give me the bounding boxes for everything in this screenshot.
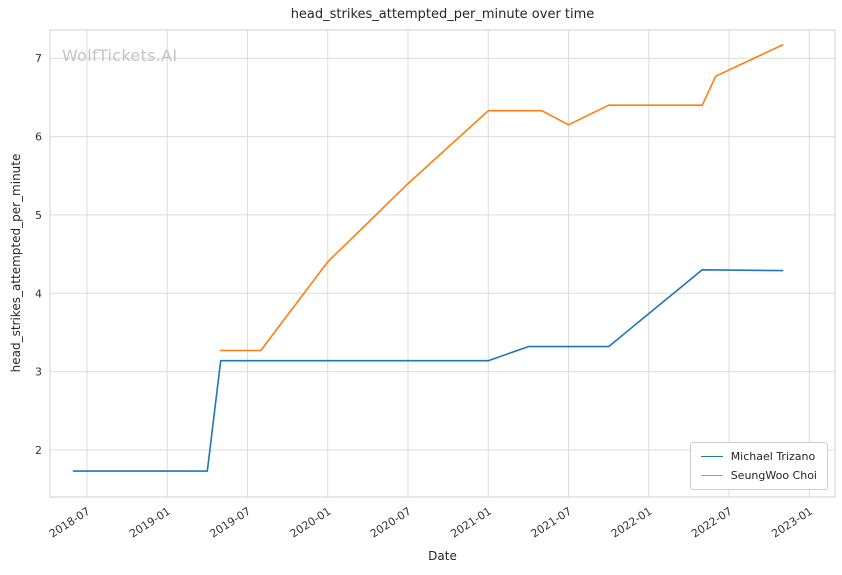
legend-entry: SeungWoo Choi [700,469,817,482]
svg-text:7: 7 [35,52,42,65]
svg-text:2018-07: 2018-07 [47,505,93,541]
svg-text:2020-07: 2020-07 [368,505,414,541]
x-tick-labels: 2018-07 2019-01 2019-07 2020-01 2020-07 2021-… [47,505,815,541]
svg-text:2022-01: 2022-01 [609,505,655,541]
legend: Michael Trizano SeungWoo Choi [689,442,828,490]
y-axis-label: head_strikes_attempted_per_minute [9,153,23,373]
svg-text:5: 5 [35,209,42,222]
svg-text:2019-07: 2019-07 [207,505,253,541]
svg-text:2: 2 [35,444,42,457]
plot-border [49,29,836,498]
svg-text:2019-01: 2019-01 [127,505,173,541]
svg-text:4: 4 [35,287,42,300]
series-line-1 [219,44,784,352]
svg-text:2023-01: 2023-01 [769,505,815,541]
legend-line-icon [700,456,723,457]
watermark: WolfTickets.AI [62,46,178,65]
chart-title: head_strikes_attempted_per_minute over t… [290,7,595,22]
legend-label: Michael Trizano [730,450,816,463]
legend-label: SeungWoo Choi [730,469,817,482]
legend-line-icon [700,475,723,476]
y-tick-labels: 2 3 4 5 6 7 [35,52,42,457]
svg-text:2021-07: 2021-07 [529,505,575,541]
gridlines [50,30,835,497]
svg-text:3: 3 [35,366,42,379]
svg-text:6: 6 [35,131,42,144]
legend-entry: Michael Trizano [700,450,817,463]
series-line-0 [72,269,784,472]
svg-text:2022-07: 2022-07 [689,505,735,541]
x-axis-label: Date [428,549,457,563]
svg-text:2021-01: 2021-01 [448,505,494,541]
svg-text:2020-01: 2020-01 [288,505,334,541]
